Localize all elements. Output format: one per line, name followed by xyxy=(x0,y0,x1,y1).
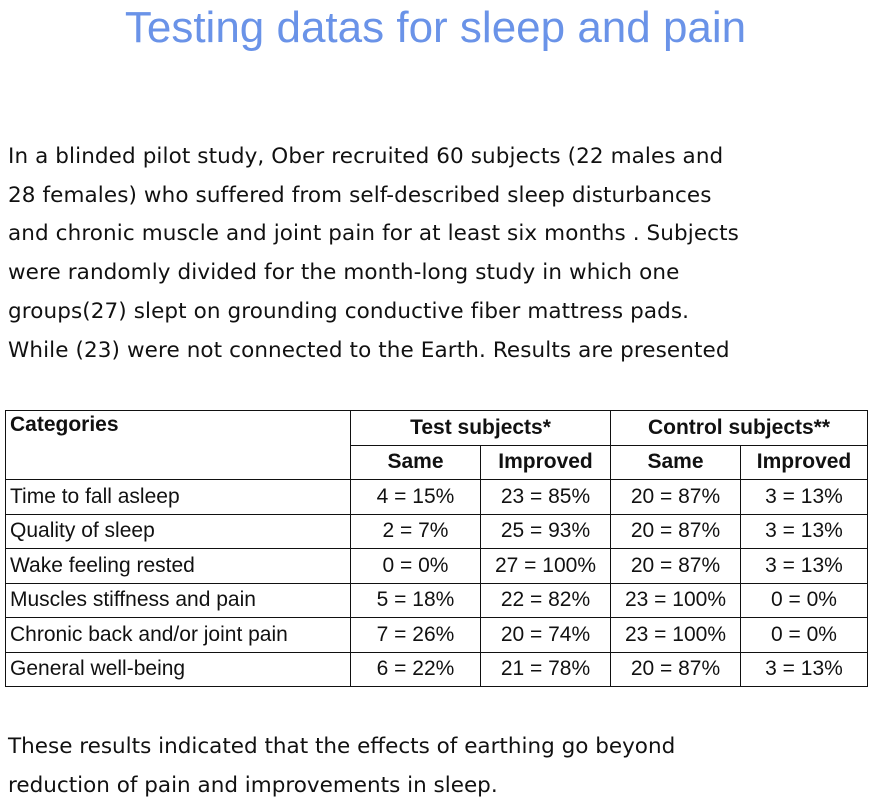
table-group-header-row: Categories Test subjects* Control subjec… xyxy=(5,410,868,480)
control-same-header: Same xyxy=(610,444,741,480)
page-title: Testing datas for sleep and pain xyxy=(124,3,747,52)
results-table: Categories Test subjects* Control subjec… xyxy=(5,410,868,687)
category-cell: Chronic back and/or joint pain xyxy=(5,617,351,653)
category-cell: General well-being xyxy=(5,651,351,687)
intro-line: 28 females) who suffered from self-descr… xyxy=(8,182,712,208)
control-improved-cell: 3 = 13% xyxy=(740,513,868,549)
test-improved-cell: 27 = 100% xyxy=(480,548,611,584)
intro-line: and chronic muscle and joint pain for at… xyxy=(8,221,739,247)
test-improved-cell: 20 = 74% xyxy=(480,617,611,653)
table-row: Chronic back and/or joint pain 7 = 26% 2… xyxy=(5,617,868,653)
control-improved-cell: 3 = 13% xyxy=(740,548,868,584)
control-same-cell: 23 = 100% xyxy=(610,582,741,618)
control-same-cell: 20 = 87% xyxy=(610,548,741,584)
intro-line: In a blinded pilot study, Ober recruited… xyxy=(8,144,724,169)
test-same-cell: 0 = 0% xyxy=(350,548,481,584)
test-improved-cell: 22 = 82% xyxy=(480,582,611,618)
intro-paragraph: In a blinded pilot study, Ober recruited… xyxy=(8,138,870,370)
categories-header: Categories xyxy=(5,410,351,480)
test-improved-cell: 23 = 85% xyxy=(480,479,611,515)
test-same-cell: 4 = 15% xyxy=(350,479,481,515)
table-row: General well-being 6 = 22% 21 = 78% 20 =… xyxy=(5,651,868,687)
control-subjects-header: Control subjects** xyxy=(610,410,868,446)
test-improved-header: Improved xyxy=(480,444,611,480)
conclusion-line: reduction of pain and improvements in sl… xyxy=(8,772,498,798)
control-improved-cell: 3 = 13% xyxy=(740,479,868,515)
test-same-cell: 6 = 22% xyxy=(350,651,481,687)
table-row: Muscles stiffness and pain 5 = 18% 22 = … xyxy=(5,582,868,618)
control-same-cell: 20 = 87% xyxy=(610,479,741,515)
category-cell: Wake feeling rested xyxy=(5,548,351,584)
category-cell: Time to fall asleep xyxy=(5,479,351,515)
conclusion-paragraph: These results indicated that the effects… xyxy=(8,728,870,805)
table-row: Quality of sleep 2 = 7% 25 = 93% 20 = 87… xyxy=(5,513,868,549)
control-same-cell: 20 = 87% xyxy=(610,651,741,687)
control-improved-cell: 0 = 0% xyxy=(740,582,868,618)
test-same-cell: 5 = 18% xyxy=(350,582,481,618)
conclusion-line: These results indicated that the effects… xyxy=(8,734,676,759)
test-same-header: Same xyxy=(350,444,481,480)
table-row: Wake feeling rested 0 = 0% 27 = 100% 20 … xyxy=(5,548,868,584)
control-same-cell: 20 = 87% xyxy=(610,513,741,549)
test-subjects-header: Test subjects* xyxy=(350,410,611,446)
intro-line: were randomly divided for the month-long… xyxy=(8,260,680,286)
intro-line: groups(27) slept on grounding conductive… xyxy=(8,298,690,324)
control-improved-header: Improved xyxy=(740,444,868,480)
category-cell: Quality of sleep xyxy=(5,513,351,549)
table-sub-header-row: Same Improved Same Improved xyxy=(6,444,868,480)
test-improved-cell: 25 = 93% xyxy=(480,513,611,549)
test-same-cell: 2 = 7% xyxy=(350,513,481,549)
control-improved-cell: 0 = 0% xyxy=(740,617,868,653)
control-same-cell: 23 = 100% xyxy=(610,617,741,653)
intro-line: While (23) were not connected to the Ear… xyxy=(8,337,730,363)
control-improved-cell: 3 = 13% xyxy=(740,651,868,687)
table-row: Time to fall asleep 4 = 15% 23 = 85% 20 … xyxy=(5,479,868,515)
category-cell: Muscles stiffness and pain xyxy=(5,582,351,618)
test-same-cell: 7 = 26% xyxy=(350,617,481,653)
test-improved-cell: 21 = 78% xyxy=(480,651,611,687)
